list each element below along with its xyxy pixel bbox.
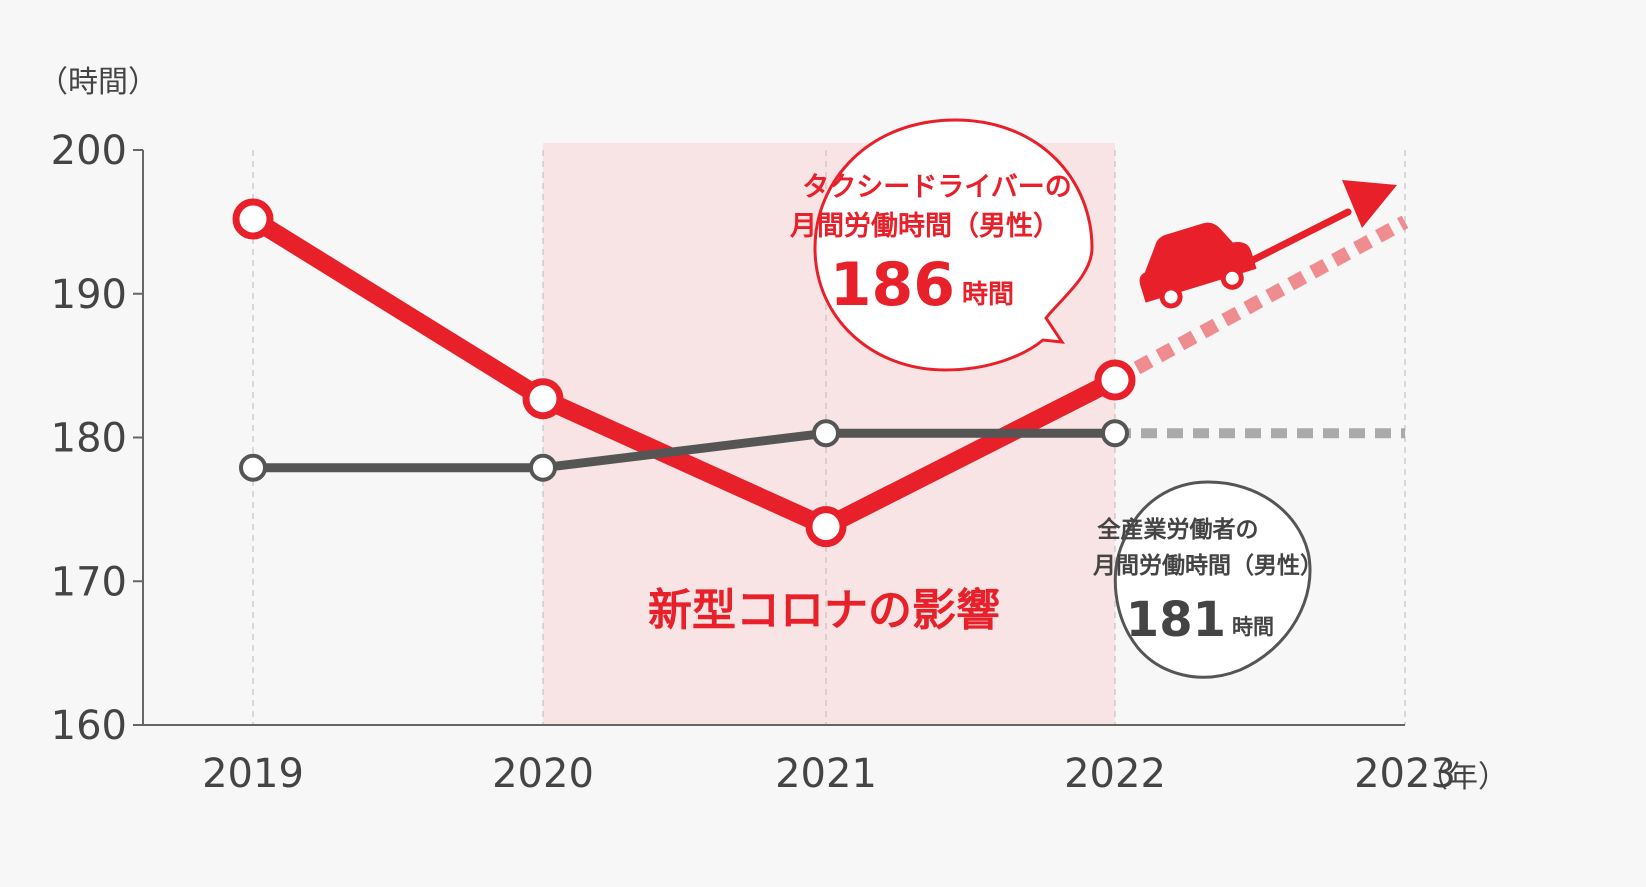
taxi-callout-line1: タクシードライバーの: [802, 172, 1071, 203]
all-industry-callout-value: 181: [1126, 592, 1226, 648]
series-2-point-2022: [1101, 419, 1129, 448]
all-industry-callout-unit: 時間: [1232, 615, 1274, 639]
x-tick-label-2020: 2020: [492, 751, 594, 797]
x-tick-label-2021: 2021: [775, 751, 877, 797]
taxi-callout-shape: [813, 118, 1094, 372]
icons-layer: [1139, 180, 1397, 309]
axes-layer: 200 190 180 170 160 2019 2020 2021 2022 2023 （時間） （…: [38, 65, 1508, 797]
trend-arrow-shaft: [1249, 208, 1352, 264]
trend-up-arrow-icon: [1342, 180, 1397, 228]
series-1-point-2021: [805, 506, 847, 548]
series-2-point-2020: [529, 453, 557, 482]
all-industry-callout-line2: 月間労働時間（男性）: [1092, 552, 1323, 579]
y-tick-label-190: 190: [51, 272, 127, 318]
series-1-line: [244, 210, 1124, 536]
x-unit-label: （年）: [1418, 760, 1508, 795]
y-tick-label-160: 160: [51, 703, 127, 749]
series-1-point-2019: [232, 198, 274, 240]
x-tick-label-2022: 2022: [1064, 751, 1166, 797]
taxi-wheel-front: [1159, 285, 1183, 309]
taxi-car-icon: [1139, 222, 1257, 309]
x-tick-label-2023: 2023: [1354, 751, 1456, 797]
series-1-point-2022: [1094, 359, 1136, 401]
y-tick-label-180: 180: [51, 416, 127, 462]
series-layer: [232, 198, 1409, 548]
series-2-point-2021: [812, 419, 840, 448]
taxi-callout-unit: 時間: [962, 280, 1014, 310]
series-1-projection: [1111, 215, 1409, 387]
taxi-callout-line2: 月間労働時間（男性）: [789, 211, 1060, 242]
taxi-wheel-rear: [1220, 266, 1244, 290]
series-1-point-2020: [522, 378, 564, 420]
all-industry-callout-line1: 全産業労働者の: [1097, 516, 1259, 543]
all-industry-callout-shape: [1113, 480, 1312, 679]
covid-band-label: 新型コロナの影響: [648, 585, 1000, 636]
y-unit-label: （時間）: [38, 65, 158, 100]
x-tick-label-2019: 2019: [202, 751, 304, 797]
series-2-point-2019: [239, 453, 267, 482]
y-tick-label-170: 170: [51, 559, 127, 605]
y-tick-label-200: 200: [51, 128, 127, 174]
taxi-callout-value: 186: [830, 250, 955, 320]
taxi-body-shape: [1139, 222, 1257, 303]
series-2-line: [248, 428, 1120, 473]
